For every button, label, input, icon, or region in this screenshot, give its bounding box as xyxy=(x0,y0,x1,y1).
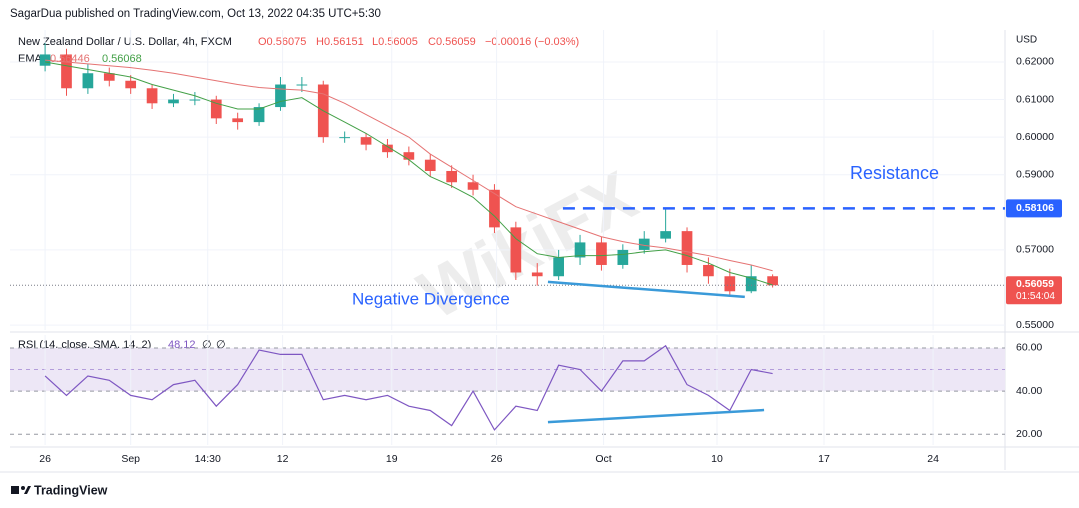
candle-body xyxy=(168,99,179,104)
candle-body xyxy=(103,73,115,81)
x-tick-label: 10 xyxy=(711,453,723,465)
axis-unit: USD xyxy=(1016,35,1037,46)
candle-body xyxy=(275,84,286,108)
candle-body xyxy=(489,189,500,228)
candle-body xyxy=(125,80,137,89)
y-tick-label: 0.55000 xyxy=(1016,319,1054,331)
ohlc-close: C0.56059 xyxy=(428,36,476,48)
x-tick-label: 26 xyxy=(39,453,51,465)
candle-body xyxy=(745,276,757,292)
last-price-badge xyxy=(1006,276,1062,305)
x-tick-label: Sep xyxy=(121,453,140,465)
x-tick-label: 26 xyxy=(491,453,503,465)
candle-body xyxy=(253,107,265,123)
indicator-value: 0.56446 xyxy=(50,53,90,65)
x-tick-label: Oct xyxy=(595,453,611,465)
y-tick-label: 20.00 xyxy=(1016,428,1042,440)
byline: SagarDua published on TradingView.com, O… xyxy=(10,8,381,20)
candle-body xyxy=(617,249,629,265)
x-tick-label: 19 xyxy=(386,453,398,465)
candle-body xyxy=(510,227,522,273)
candle-body xyxy=(660,231,671,239)
candle-body xyxy=(403,152,415,160)
logo-shape xyxy=(24,486,31,494)
divergence-text: Negative Divergence xyxy=(352,289,510,308)
candle-body xyxy=(531,272,543,277)
x-tick-label: 24 xyxy=(927,453,939,465)
candle-body xyxy=(724,276,736,292)
y-tick-label: 0.62000 xyxy=(1016,56,1054,68)
footer-logo xyxy=(11,486,31,494)
candle-body xyxy=(424,159,436,171)
indicator-value: 0.56068 xyxy=(102,53,142,65)
x-tick-label: 14:30 xyxy=(195,453,221,465)
ohlc-low: L0.56005 xyxy=(372,36,418,48)
y-tick-label: 0.60000 xyxy=(1016,131,1054,143)
rsi-line xyxy=(44,344,773,431)
ema-line xyxy=(45,61,773,286)
y-tick-label: 40.00 xyxy=(1016,385,1042,397)
ohlc-high: H0.56151 xyxy=(316,36,364,48)
ohlc-change: −0.00016 (−0.03%) xyxy=(485,36,579,48)
x-tick-label: 12 xyxy=(277,453,289,465)
resistance-text: Resistance xyxy=(850,163,939,183)
y-tick-label: 60.00 xyxy=(1016,342,1042,354)
candle-body xyxy=(681,231,693,265)
x-tick-label: 17 xyxy=(818,453,830,465)
rsi-extra: ∅ xyxy=(202,339,212,351)
y-tick-label: 0.59000 xyxy=(1016,169,1054,181)
candle-body xyxy=(638,238,650,250)
ema-line xyxy=(45,59,773,272)
candle-body xyxy=(82,73,94,89)
y-tick-label: 0.57000 xyxy=(1016,244,1054,256)
resistance-badge xyxy=(1006,199,1062,218)
candle-body xyxy=(574,242,586,258)
candle-body xyxy=(339,137,351,139)
divergence-line xyxy=(547,280,745,299)
candle-body xyxy=(553,257,564,277)
footer-brand: TradingView xyxy=(34,483,108,497)
candle-body xyxy=(210,99,222,119)
candle-body xyxy=(446,170,458,183)
logo-dot xyxy=(21,486,25,490)
indicator-name: EMA xyxy=(18,53,43,65)
candle-body xyxy=(360,137,372,145)
logo-shape xyxy=(11,486,19,494)
candle-body xyxy=(382,144,393,153)
candle-body xyxy=(189,99,201,101)
candle-body xyxy=(596,242,607,265)
rsi-extra: ∅ xyxy=(216,339,226,351)
candle-body xyxy=(146,88,158,104)
divergence-line xyxy=(547,408,765,424)
symbol-name: New Zealand Dollar / U.S. Dollar, 4h, FX… xyxy=(18,36,232,48)
candle-body xyxy=(296,84,308,86)
last-price-label: 0.56059 xyxy=(1016,278,1054,290)
candle-body xyxy=(467,182,479,190)
candle-body xyxy=(61,54,72,89)
resistance-price: 0.58106 xyxy=(1016,202,1054,214)
y-tick-label: 0.61000 xyxy=(1016,93,1054,105)
countdown-label: 01:54:04 xyxy=(1016,291,1055,302)
candle-body xyxy=(703,264,714,277)
candle-body xyxy=(767,276,778,286)
candle-body xyxy=(232,118,244,123)
